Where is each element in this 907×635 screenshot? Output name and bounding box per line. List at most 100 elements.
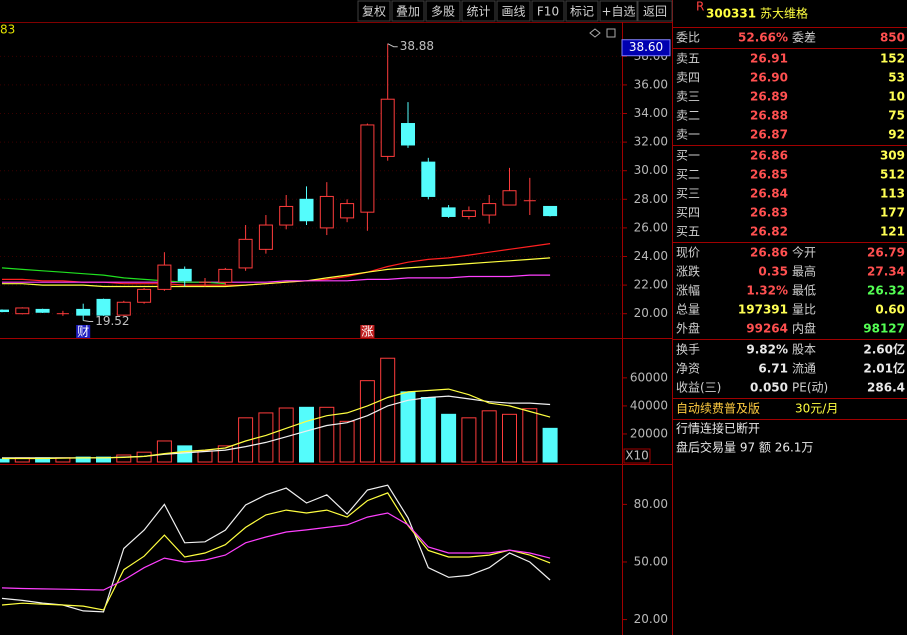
quote-label: 卖一 [676,128,700,142]
toolbar-button[interactable] [357,0,391,22]
volume-bar [441,413,457,463]
quote-value: 53 [888,71,905,85]
quote-value: 2.60亿 [863,342,905,357]
price-tag-label: 38.60 [629,40,663,54]
quote-value: 92 [888,128,905,142]
candle-body [157,264,172,290]
quote-value: 0.35 [758,265,788,279]
quote-value: 26.79 [867,246,905,260]
min-pointer [83,320,94,323]
quote-label: 最低 [792,284,816,298]
quote-value: 99264 [746,322,788,336]
volume-bar [481,410,497,463]
volume-bar [0,458,10,463]
volume-bar [420,396,436,463]
volume-bar [299,406,314,463]
square-icon[interactable] [606,28,616,38]
quote-label: 现价 [676,246,700,260]
event-marker-label[interactable]: 涨 [361,324,373,339]
toolbar-label[interactable]: 复权 [362,5,386,19]
quote-value: 2.01亿 [863,361,905,376]
toolbar-button[interactable] [461,0,496,22]
toolbar-button[interactable] [391,0,425,22]
indicator-line [1,267,226,285]
toolbar-button[interactable] [599,0,638,22]
subscription-label[interactable]: 自动续费普及版 [676,402,760,416]
candle-body [35,308,50,313]
connection-status: 行情连接已断开 [676,421,760,436]
quote-marker: R [696,0,704,14]
quote-value: 309 [880,149,905,163]
event-marker-label[interactable]: 财 [77,325,89,339]
stock-code: 300331 [706,7,756,21]
volume-bar [461,417,477,463]
toolbar-button[interactable] [637,0,673,22]
candle-body [279,205,294,226]
quote-value: 152 [880,52,905,66]
indicator-line [1,492,551,611]
event-marker[interactable] [76,325,91,338]
toolbar-label[interactable]: 多股 [431,5,455,19]
quote-label: 量比 [792,303,816,317]
quote-value: 26.87 [750,128,788,142]
toolbar-button[interactable] [425,0,461,22]
candle-body [482,203,497,216]
candle-body [96,298,111,316]
quote-value: 10 [888,90,905,104]
volume-bar [258,412,274,463]
volume-bar [380,357,396,463]
candle-body [421,161,436,197]
toolbar-label[interactable]: F10 [537,5,559,19]
quote-label: 买二 [676,168,700,182]
quote-value: 26.82 [750,225,788,239]
toolbar-button[interactable] [565,0,599,22]
quote-label: 买五 [676,225,700,239]
quote-value: 26.84 [750,187,788,201]
candle-body [76,308,91,316]
quote-value: 26.91 [750,52,788,66]
y-tick-label: 20.00 [634,306,668,320]
toolbar-button[interactable] [531,0,565,22]
candle-body [238,238,253,269]
toolbar-label[interactable]: 叠加 [396,5,420,19]
quote-label: 买四 [676,206,700,220]
stock-name: 苏大维格 [760,6,808,21]
quote-value: 26.32 [867,284,905,298]
candle-body [116,301,131,316]
corner-label: 83 [0,23,15,37]
max-pointer [387,43,398,48]
quote-value: 197391 [738,303,788,317]
quote-value: 26.83 [750,206,788,220]
quote-value: 26.90 [750,71,788,85]
after-hours-volume: 盘后交易量 97 额 26.1万 [676,440,813,455]
toolbar-label[interactable]: 返回 [643,5,667,19]
toolbar-label[interactable]: +自选 [601,5,635,19]
quote-label: 委差 [792,31,816,45]
indicator-line [1,484,551,613]
indicator-line [2,274,551,283]
quote-label: 买三 [676,187,700,201]
quote-label: 流通 [792,362,816,376]
toolbar-label[interactable]: 统计 [466,5,490,19]
candle-body [380,98,395,157]
toolbar-button[interactable] [496,0,531,22]
quote-label: 净资 [676,362,700,376]
event-marker[interactable] [360,325,375,338]
candle-body [441,207,456,217]
quote-value: 26.89 [750,90,788,104]
subscription-price[interactable]: 30元/月 [795,402,838,416]
candle-body [299,198,314,222]
diamond-icon[interactable] [589,28,601,38]
volume-bar [502,413,517,463]
y-tick-label: 28.00 [634,192,668,206]
quote-value: 6.71 [758,362,788,376]
y-tick-label: 32.00 [634,135,668,149]
quote-value: 850 [880,31,905,45]
candle-body [543,205,558,217]
indicator-line [1,512,551,591]
quote-label: 卖三 [676,90,700,104]
quote-label: PE(动) [792,381,828,395]
toolbar-label[interactable]: 画线 [501,5,525,19]
toolbar-label[interactable]: 标记 [570,5,594,19]
